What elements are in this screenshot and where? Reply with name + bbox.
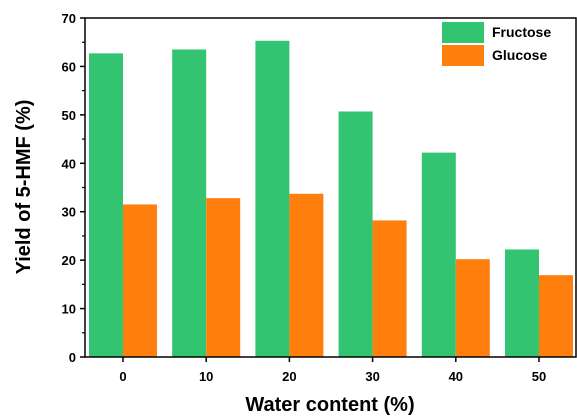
y-tick-label: 50 xyxy=(62,108,76,123)
x-tick-label: 50 xyxy=(532,369,546,384)
bar-fructose-40 xyxy=(421,152,456,357)
legend-swatch-glucose xyxy=(442,45,484,66)
bar-fructose-30 xyxy=(338,111,373,358)
x-axis: 0 10 20 30 40 50 xyxy=(119,357,546,384)
y-axis-title: Yield of 5-HMF (%) xyxy=(13,100,35,275)
x-tick-label: 10 xyxy=(199,369,213,384)
bar-glucose-0 xyxy=(123,204,157,357)
plot-frame xyxy=(84,17,577,358)
bar-fructose-50 xyxy=(505,249,539,357)
y-tick-label: 20 xyxy=(62,253,76,268)
bar-glucose-20 xyxy=(289,193,324,357)
bar-glucose-30 xyxy=(372,220,407,357)
legend-label-fructose: Fructose xyxy=(492,24,551,40)
x-axis-title: Water content (%) xyxy=(245,394,414,416)
y-tick-label: 0 xyxy=(69,350,76,365)
x-tick-label: 20 xyxy=(282,369,296,384)
y-axis: 0 10 20 30 40 50 60 70 xyxy=(62,11,85,365)
x-tick-label: 40 xyxy=(449,369,463,384)
x-tick-label: 0 xyxy=(119,369,126,384)
legend-label-glucose: Glucose xyxy=(492,47,547,63)
x-tick-label: 30 xyxy=(365,369,379,384)
legend: Fructose Glucose xyxy=(442,22,551,66)
bars-group xyxy=(89,40,573,358)
y-tick-label: 10 xyxy=(62,302,76,317)
bar-glucose-40 xyxy=(455,259,490,357)
y-tick-label: 60 xyxy=(62,59,76,74)
y-tick-label: 30 xyxy=(62,205,76,220)
legend-swatch-fructose xyxy=(442,22,484,43)
bar-fructose-20 xyxy=(255,40,290,358)
bar-fructose-10 xyxy=(172,49,207,357)
bar-glucose-10 xyxy=(206,198,241,357)
y-tick-label: 40 xyxy=(62,156,76,171)
bar-fructose-0 xyxy=(89,53,123,358)
y-tick-label: 70 xyxy=(62,11,76,26)
bar-glucose-50 xyxy=(539,275,573,357)
